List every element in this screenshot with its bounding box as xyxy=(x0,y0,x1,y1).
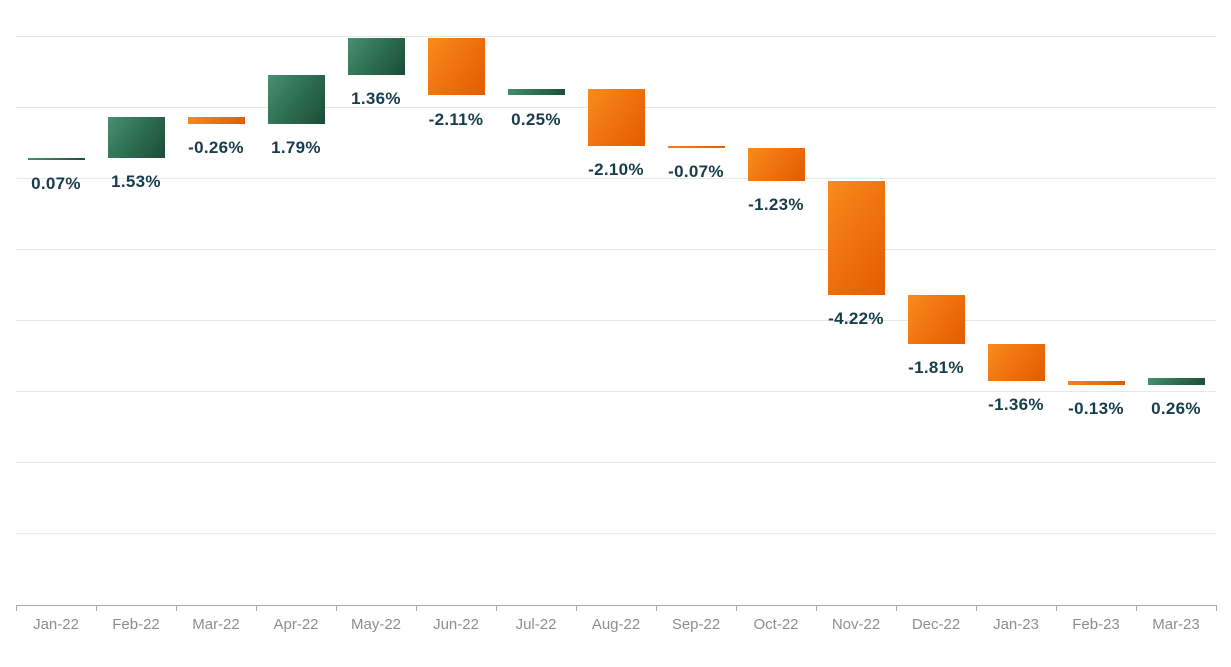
x-axis-label: Jul-22 xyxy=(515,616,557,633)
bar-value-label: -1.81% xyxy=(908,358,964,378)
x-axis-tick xyxy=(336,605,337,611)
x-axis-tick xyxy=(256,605,257,611)
x-axis-label: Mar-22 xyxy=(192,616,240,633)
bar-value-label: -2.11% xyxy=(428,109,484,129)
waterfall-bar-increase[interactable] xyxy=(267,75,325,124)
waterfall-bar-increase[interactable] xyxy=(347,38,405,76)
x-axis-label: Mar-23 xyxy=(1152,616,1200,633)
waterfall-bar-decrease[interactable] xyxy=(987,344,1045,382)
waterfall-bar-decrease[interactable] xyxy=(667,145,725,148)
bar-value-label: -0.07% xyxy=(668,161,724,181)
x-axis-label: Feb-22 xyxy=(112,616,160,633)
bar-value-label: 1.79% xyxy=(271,137,321,157)
x-axis-tick xyxy=(176,605,177,611)
x-axis-label: Jun-22 xyxy=(433,616,479,633)
x-axis-label: Dec-22 xyxy=(911,616,961,633)
waterfall-bar-decrease[interactable] xyxy=(907,295,965,345)
x-axis-tick xyxy=(416,605,417,611)
x-axis-tick xyxy=(1136,605,1137,611)
waterfall-bar-decrease[interactable] xyxy=(827,180,885,296)
gridline xyxy=(16,320,1216,321)
waterfall-bar-increase[interactable] xyxy=(1147,377,1205,385)
x-axis-tick xyxy=(736,605,737,611)
gridline xyxy=(16,391,1216,392)
x-axis-tick xyxy=(656,605,657,611)
x-axis-label: Apr-22 xyxy=(273,616,319,633)
waterfall-bar-increase[interactable] xyxy=(27,158,85,161)
waterfall-bar-decrease[interactable] xyxy=(427,38,485,96)
x-axis-label: Jan-22 xyxy=(33,616,79,633)
x-axis-tick xyxy=(16,605,17,611)
waterfall-bar-decrease[interactable] xyxy=(587,88,645,146)
x-axis-label: Oct-22 xyxy=(753,616,799,633)
x-axis-tick xyxy=(896,605,897,611)
bar-value-label: -2.10% xyxy=(588,159,644,179)
x-axis-label: May-22 xyxy=(350,616,402,633)
x-axis-tick xyxy=(496,605,497,611)
gridline xyxy=(16,178,1216,179)
waterfall-bar-decrease[interactable] xyxy=(1067,381,1125,385)
bar-value-label: -4.22% xyxy=(828,309,884,329)
waterfall-bar-decrease[interactable] xyxy=(747,147,805,181)
x-axis-tick xyxy=(816,605,817,611)
waterfall-bar-increase[interactable] xyxy=(507,88,565,96)
x-axis-line xyxy=(16,605,1217,606)
x-axis-tick xyxy=(1056,605,1057,611)
x-axis-label: Aug-22 xyxy=(591,616,641,633)
x-axis-label: Sep-22 xyxy=(671,616,721,633)
gridline xyxy=(16,533,1216,534)
waterfall-bar-decrease[interactable] xyxy=(187,116,245,124)
bar-value-label: -1.23% xyxy=(748,194,804,214)
bar-value-label: 0.25% xyxy=(511,109,561,129)
bar-value-label: 1.36% xyxy=(351,89,401,109)
x-axis-label: Feb-23 xyxy=(1072,616,1120,633)
bar-value-label: -1.36% xyxy=(988,395,1044,415)
gridline xyxy=(16,36,1216,37)
gridline xyxy=(16,249,1216,250)
gridline xyxy=(16,462,1216,463)
waterfall-bar-increase[interactable] xyxy=(107,116,165,159)
bar-value-label: -0.13% xyxy=(1068,398,1124,418)
bar-value-label: 0.26% xyxy=(1151,398,1201,418)
x-axis-tick xyxy=(1216,605,1217,611)
x-axis-tick xyxy=(96,605,97,611)
x-axis-label: Jan-23 xyxy=(993,616,1039,633)
x-axis-tick xyxy=(576,605,577,611)
bar-value-label: -0.26% xyxy=(188,137,244,157)
bar-value-label: 1.53% xyxy=(111,172,161,192)
x-axis-label: Nov-22 xyxy=(831,616,881,633)
x-axis-tick xyxy=(976,605,977,611)
bar-value-label: 0.07% xyxy=(31,174,81,194)
